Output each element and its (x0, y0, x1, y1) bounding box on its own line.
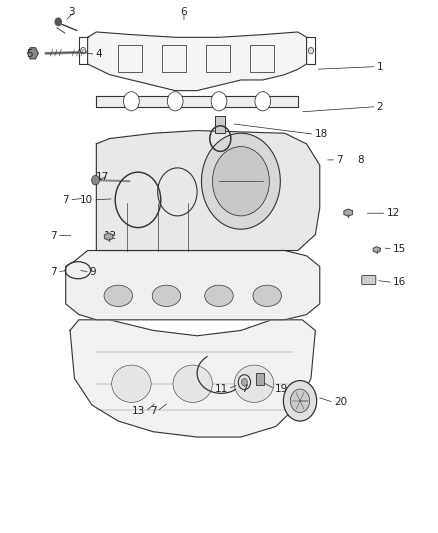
Ellipse shape (173, 365, 212, 402)
Circle shape (308, 47, 314, 54)
Circle shape (255, 92, 271, 111)
Circle shape (167, 92, 183, 111)
Ellipse shape (253, 285, 281, 306)
Text: 20: 20 (334, 398, 347, 407)
Polygon shape (66, 251, 320, 320)
Text: 6: 6 (180, 7, 187, 17)
Polygon shape (96, 131, 320, 251)
Text: 5: 5 (26, 50, 33, 59)
Circle shape (55, 18, 61, 26)
Text: 7: 7 (150, 407, 157, 416)
Circle shape (283, 381, 317, 421)
Circle shape (212, 147, 269, 216)
Ellipse shape (234, 365, 274, 402)
Text: 8: 8 (357, 155, 364, 165)
Circle shape (124, 92, 139, 111)
Polygon shape (70, 320, 315, 437)
Text: 1: 1 (377, 62, 383, 71)
Polygon shape (96, 96, 298, 107)
Bar (250, 45, 274, 72)
Text: 7: 7 (63, 195, 69, 205)
Polygon shape (88, 32, 307, 91)
Bar (162, 45, 186, 72)
Text: 7: 7 (336, 155, 343, 165)
Text: 7: 7 (50, 267, 57, 277)
Text: 10: 10 (80, 195, 93, 205)
Text: 3: 3 (68, 7, 74, 17)
Polygon shape (28, 48, 38, 59)
Polygon shape (373, 247, 380, 253)
FancyBboxPatch shape (362, 276, 376, 285)
Ellipse shape (104, 285, 132, 306)
Text: 4: 4 (95, 50, 102, 59)
Bar (118, 45, 142, 72)
Text: 9: 9 (90, 267, 96, 277)
Text: 13: 13 (132, 407, 145, 416)
Ellipse shape (152, 285, 180, 306)
Text: 7: 7 (241, 384, 248, 394)
Text: 12: 12 (386, 208, 399, 218)
Circle shape (92, 175, 99, 185)
Bar (215, 116, 225, 133)
Circle shape (81, 47, 86, 54)
Text: 19: 19 (275, 384, 288, 394)
Text: 16: 16 (393, 278, 406, 287)
Bar (256, 373, 264, 385)
Text: 15: 15 (393, 244, 406, 254)
Text: 11: 11 (215, 384, 228, 394)
Text: 17: 17 (95, 172, 109, 182)
Circle shape (201, 133, 280, 229)
Text: 12: 12 (104, 231, 117, 240)
Circle shape (241, 378, 247, 386)
Polygon shape (344, 209, 353, 216)
Ellipse shape (112, 365, 151, 402)
Circle shape (211, 92, 227, 111)
Ellipse shape (205, 285, 233, 306)
Text: 2: 2 (377, 102, 383, 111)
Polygon shape (104, 233, 113, 240)
Text: 18: 18 (314, 130, 328, 139)
Text: 7: 7 (50, 231, 57, 240)
Circle shape (290, 389, 310, 413)
Bar (206, 45, 230, 72)
